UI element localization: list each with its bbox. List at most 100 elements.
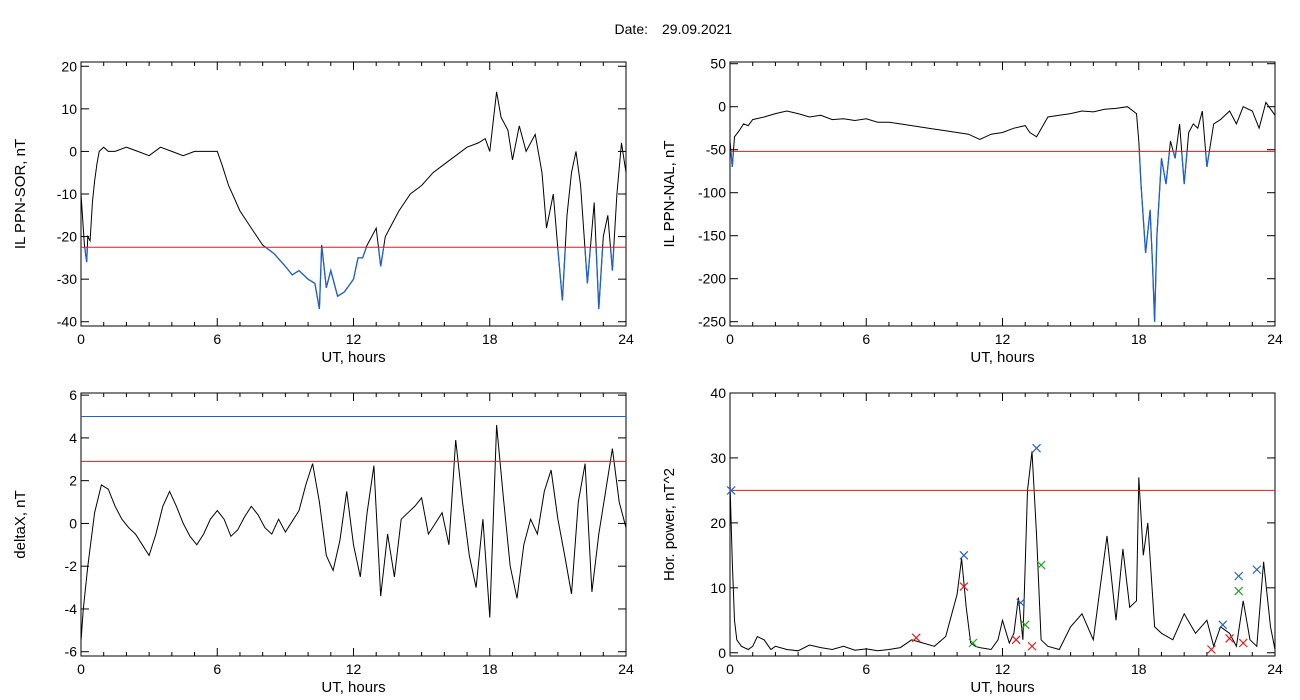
- chart-il-sor: 0 6 12 18 24 -40 -30 -20 -10 0 10 20 UT, hours IL PPN…: [12, 58, 634, 366]
- y-axis-label: Hor. power, nT^2: [661, 468, 678, 581]
- y-axis-label: IL PPN-SOR, nT: [12, 139, 29, 249]
- marker-blue: [959, 550, 969, 560]
- below-threshold-segment: [321, 246, 368, 298]
- y-tick-label: -40: [57, 314, 77, 330]
- y-tick-label: 50: [710, 56, 726, 72]
- x-tick-label: 6: [213, 661, 221, 677]
- x-tick-label: 24: [1267, 661, 1283, 677]
- below-threshold-segment: [595, 247, 604, 310]
- x-tick-label: 12: [346, 331, 362, 347]
- x-axis-label: UT, hours: [321, 349, 385, 366]
- y-tick-label: -50: [706, 142, 726, 158]
- x-tick-label: 24: [618, 661, 634, 677]
- plot-area: [81, 416, 626, 642]
- marker-red: [1027, 641, 1037, 651]
- marker-green: [1020, 620, 1030, 630]
- x-tick-label: 0: [77, 661, 85, 677]
- marker-green: [1234, 586, 1244, 596]
- y-tick-label: 6: [69, 387, 77, 403]
- y-tick-label: 10: [61, 101, 77, 117]
- y-tick-label: 2: [69, 473, 77, 489]
- marker-red: [1225, 634, 1235, 643]
- x-tick-label: 0: [77, 331, 85, 347]
- x-axis-label: UT, hours: [970, 349, 1034, 366]
- below-threshold-segment: [557, 247, 566, 301]
- y-tick-label: -4: [65, 601, 78, 617]
- y-tick-label: 0: [69, 143, 77, 159]
- series-line: [730, 451, 1275, 652]
- date-label: Date:: [615, 21, 648, 37]
- marker-blue: [1016, 598, 1026, 608]
- y-tick-label: -100: [698, 185, 726, 201]
- y-tick-label: 20: [710, 515, 726, 531]
- series-line: [81, 425, 626, 642]
- below-threshold-segment: [730, 151, 735, 167]
- y-tick-label: 20: [61, 58, 77, 74]
- x-tick-label: 18: [482, 331, 498, 347]
- marker-green: [1036, 560, 1046, 570]
- marker-blue: [1234, 571, 1244, 581]
- plot-area: [730, 101, 1275, 322]
- x-tick-label: 12: [995, 661, 1011, 677]
- marker-blue: [1252, 565, 1262, 575]
- chart-il-nal: 0 6 12 18 24 -250 -200 -150 -100 -50 0 50 UT, hours I…: [661, 56, 1283, 366]
- plot-frame: [80, 392, 627, 657]
- x-tick-label: 12: [995, 331, 1011, 347]
- y-tick-label: -10: [57, 186, 77, 202]
- marker-green: [968, 638, 978, 648]
- y-tick-label: 0: [69, 515, 77, 531]
- y-tick-label: 4: [69, 430, 77, 446]
- x-tick-label: 0: [726, 331, 734, 347]
- marker-red: [1206, 645, 1216, 654]
- x-tick-label: 24: [618, 331, 634, 347]
- x-tick-label: 6: [862, 331, 870, 347]
- y-tick-label: -6: [65, 644, 78, 660]
- y-tick-label: -30: [57, 271, 77, 287]
- marker-blue: [726, 485, 736, 495]
- below-threshold-segment: [584, 247, 592, 284]
- x-tick-label: 24: [1267, 331, 1283, 347]
- marker-red: [1011, 635, 1021, 645]
- x-tick-label: 6: [862, 661, 870, 677]
- x-tick-label: 0: [726, 661, 734, 677]
- x-tick-label: 18: [1131, 331, 1147, 347]
- marker-red: [1238, 638, 1248, 648]
- y-tick-label: 0: [718, 99, 726, 115]
- y-tick-label: -150: [698, 228, 726, 244]
- below-threshold-segment: [265, 246, 323, 310]
- y-tick-label: -200: [698, 271, 726, 287]
- x-tick-label: 6: [213, 331, 221, 347]
- x-axis-label: UT, hours: [321, 679, 385, 696]
- below-threshold-segment: [609, 247, 615, 271]
- plot-area: [730, 451, 1275, 652]
- plot-frame: [729, 392, 1276, 657]
- plot-area: [81, 91, 626, 310]
- date-value: 29.09.2021: [662, 21, 732, 37]
- x-tick-label: 12: [346, 661, 362, 677]
- below-threshold-segment: [377, 247, 385, 267]
- below-threshold-segment: [1204, 151, 1210, 167]
- x-tick-label: 18: [482, 661, 498, 677]
- below-threshold-segment: [84, 247, 88, 263]
- y-tick-label: 30: [710, 450, 726, 466]
- x-axis-label: UT, hours: [970, 679, 1034, 696]
- x-tick-label: 18: [1131, 661, 1147, 677]
- y-tick-label: -250: [698, 314, 726, 330]
- below-threshold-segment: [1138, 151, 1171, 322]
- marker-red: [959, 582, 969, 591]
- y-tick-label: 0: [718, 645, 726, 661]
- marker-blue: [1218, 620, 1228, 630]
- y-tick-label: 10: [710, 580, 726, 596]
- chart-hor-power: 0 6 12 18 24 0 10 20 30 40 UT, hours Hor. power, nT…: [661, 385, 1283, 696]
- y-tick-label: -2: [65, 558, 78, 574]
- marker-red: [911, 633, 921, 643]
- below-threshold-segment: [1172, 151, 1177, 159]
- plot-frame: [80, 61, 627, 327]
- marker-blue: [1032, 443, 1041, 453]
- y-axis-label: IL PPN-NAL, nT: [661, 141, 678, 248]
- series-line: [730, 101, 1275, 322]
- y-tick-label: 40: [710, 385, 726, 401]
- plot-frame: [729, 61, 1276, 327]
